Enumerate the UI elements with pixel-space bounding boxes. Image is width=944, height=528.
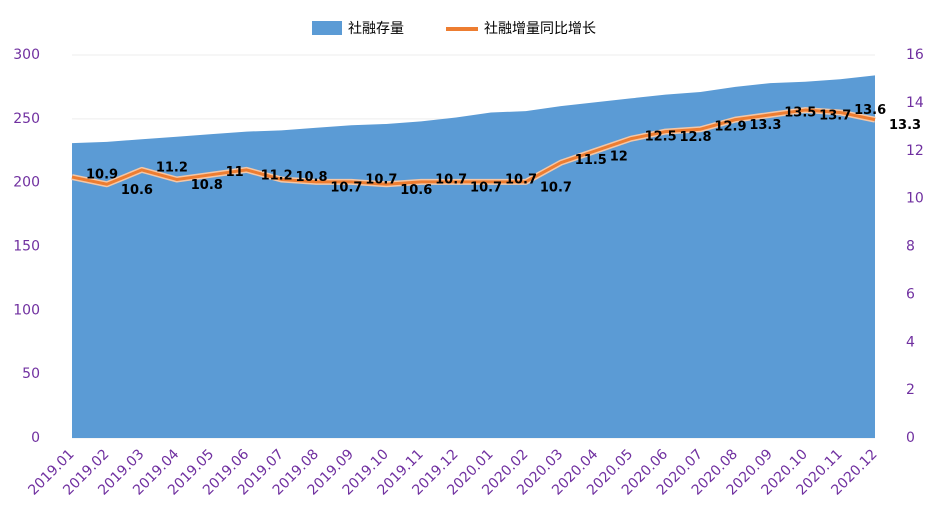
y2-tick-label: 16 bbox=[906, 47, 924, 63]
legend-swatch bbox=[312, 21, 342, 35]
y2-tick-label: 12 bbox=[906, 143, 924, 159]
data-label: 10.7 bbox=[505, 172, 537, 187]
data-label: 11.2 bbox=[156, 160, 188, 175]
y-tick-label: 250 bbox=[13, 111, 40, 127]
area bbox=[72, 75, 875, 438]
y2-tick-label: 10 bbox=[906, 191, 924, 207]
y2-tick-label: 14 bbox=[906, 95, 924, 111]
data-label: 13.3 bbox=[889, 118, 921, 133]
data-label: 11.5 bbox=[575, 153, 607, 168]
data-label: 13.6 bbox=[854, 103, 886, 118]
data-label: 10.7 bbox=[365, 172, 397, 187]
data-label: 11 bbox=[226, 165, 244, 180]
data-label: 12.5 bbox=[645, 129, 677, 144]
line bbox=[71, 108, 876, 186]
y2-tick-label: 0 bbox=[906, 430, 915, 446]
data-label: 10.7 bbox=[470, 180, 502, 195]
legend-label: 社融存量 bbox=[348, 21, 404, 37]
legend-label: 社融增量同比增长 bbox=[484, 21, 596, 37]
y-tick-label: 300 bbox=[13, 47, 40, 63]
y2-tick-label: 2 bbox=[906, 382, 915, 398]
data-label: 13.3 bbox=[749, 118, 781, 133]
y-tick-label: 150 bbox=[13, 239, 40, 255]
data-label: 10.9 bbox=[86, 168, 118, 183]
data-label: 10.8 bbox=[295, 170, 327, 185]
data-label: 13.7 bbox=[819, 109, 851, 124]
y2-tick-label: 6 bbox=[906, 286, 915, 302]
data-label: 12.8 bbox=[680, 130, 712, 145]
legend: 社融存量 社融增量同比增长 bbox=[312, 21, 596, 37]
data-label: 10.6 bbox=[121, 183, 153, 198]
data-label: 13.5 bbox=[784, 105, 816, 120]
data-label: 12.9 bbox=[714, 120, 746, 135]
y-tick-label: 200 bbox=[13, 175, 40, 191]
data-label: 10.6 bbox=[400, 183, 432, 198]
y-tick-label: 50 bbox=[22, 366, 40, 382]
y2-tick-label: 8 bbox=[906, 239, 915, 255]
data-label: 10.7 bbox=[540, 180, 572, 195]
data-label: 10.8 bbox=[191, 178, 223, 193]
data-label: 11.2 bbox=[261, 168, 293, 183]
y2-tick-label: 4 bbox=[906, 334, 915, 350]
y-tick-label: 100 bbox=[13, 302, 40, 318]
data-label: 12 bbox=[610, 149, 628, 164]
data-label: 10.7 bbox=[330, 180, 362, 195]
data-label: 10.7 bbox=[435, 172, 467, 187]
y-tick-label: 0 bbox=[31, 430, 40, 446]
